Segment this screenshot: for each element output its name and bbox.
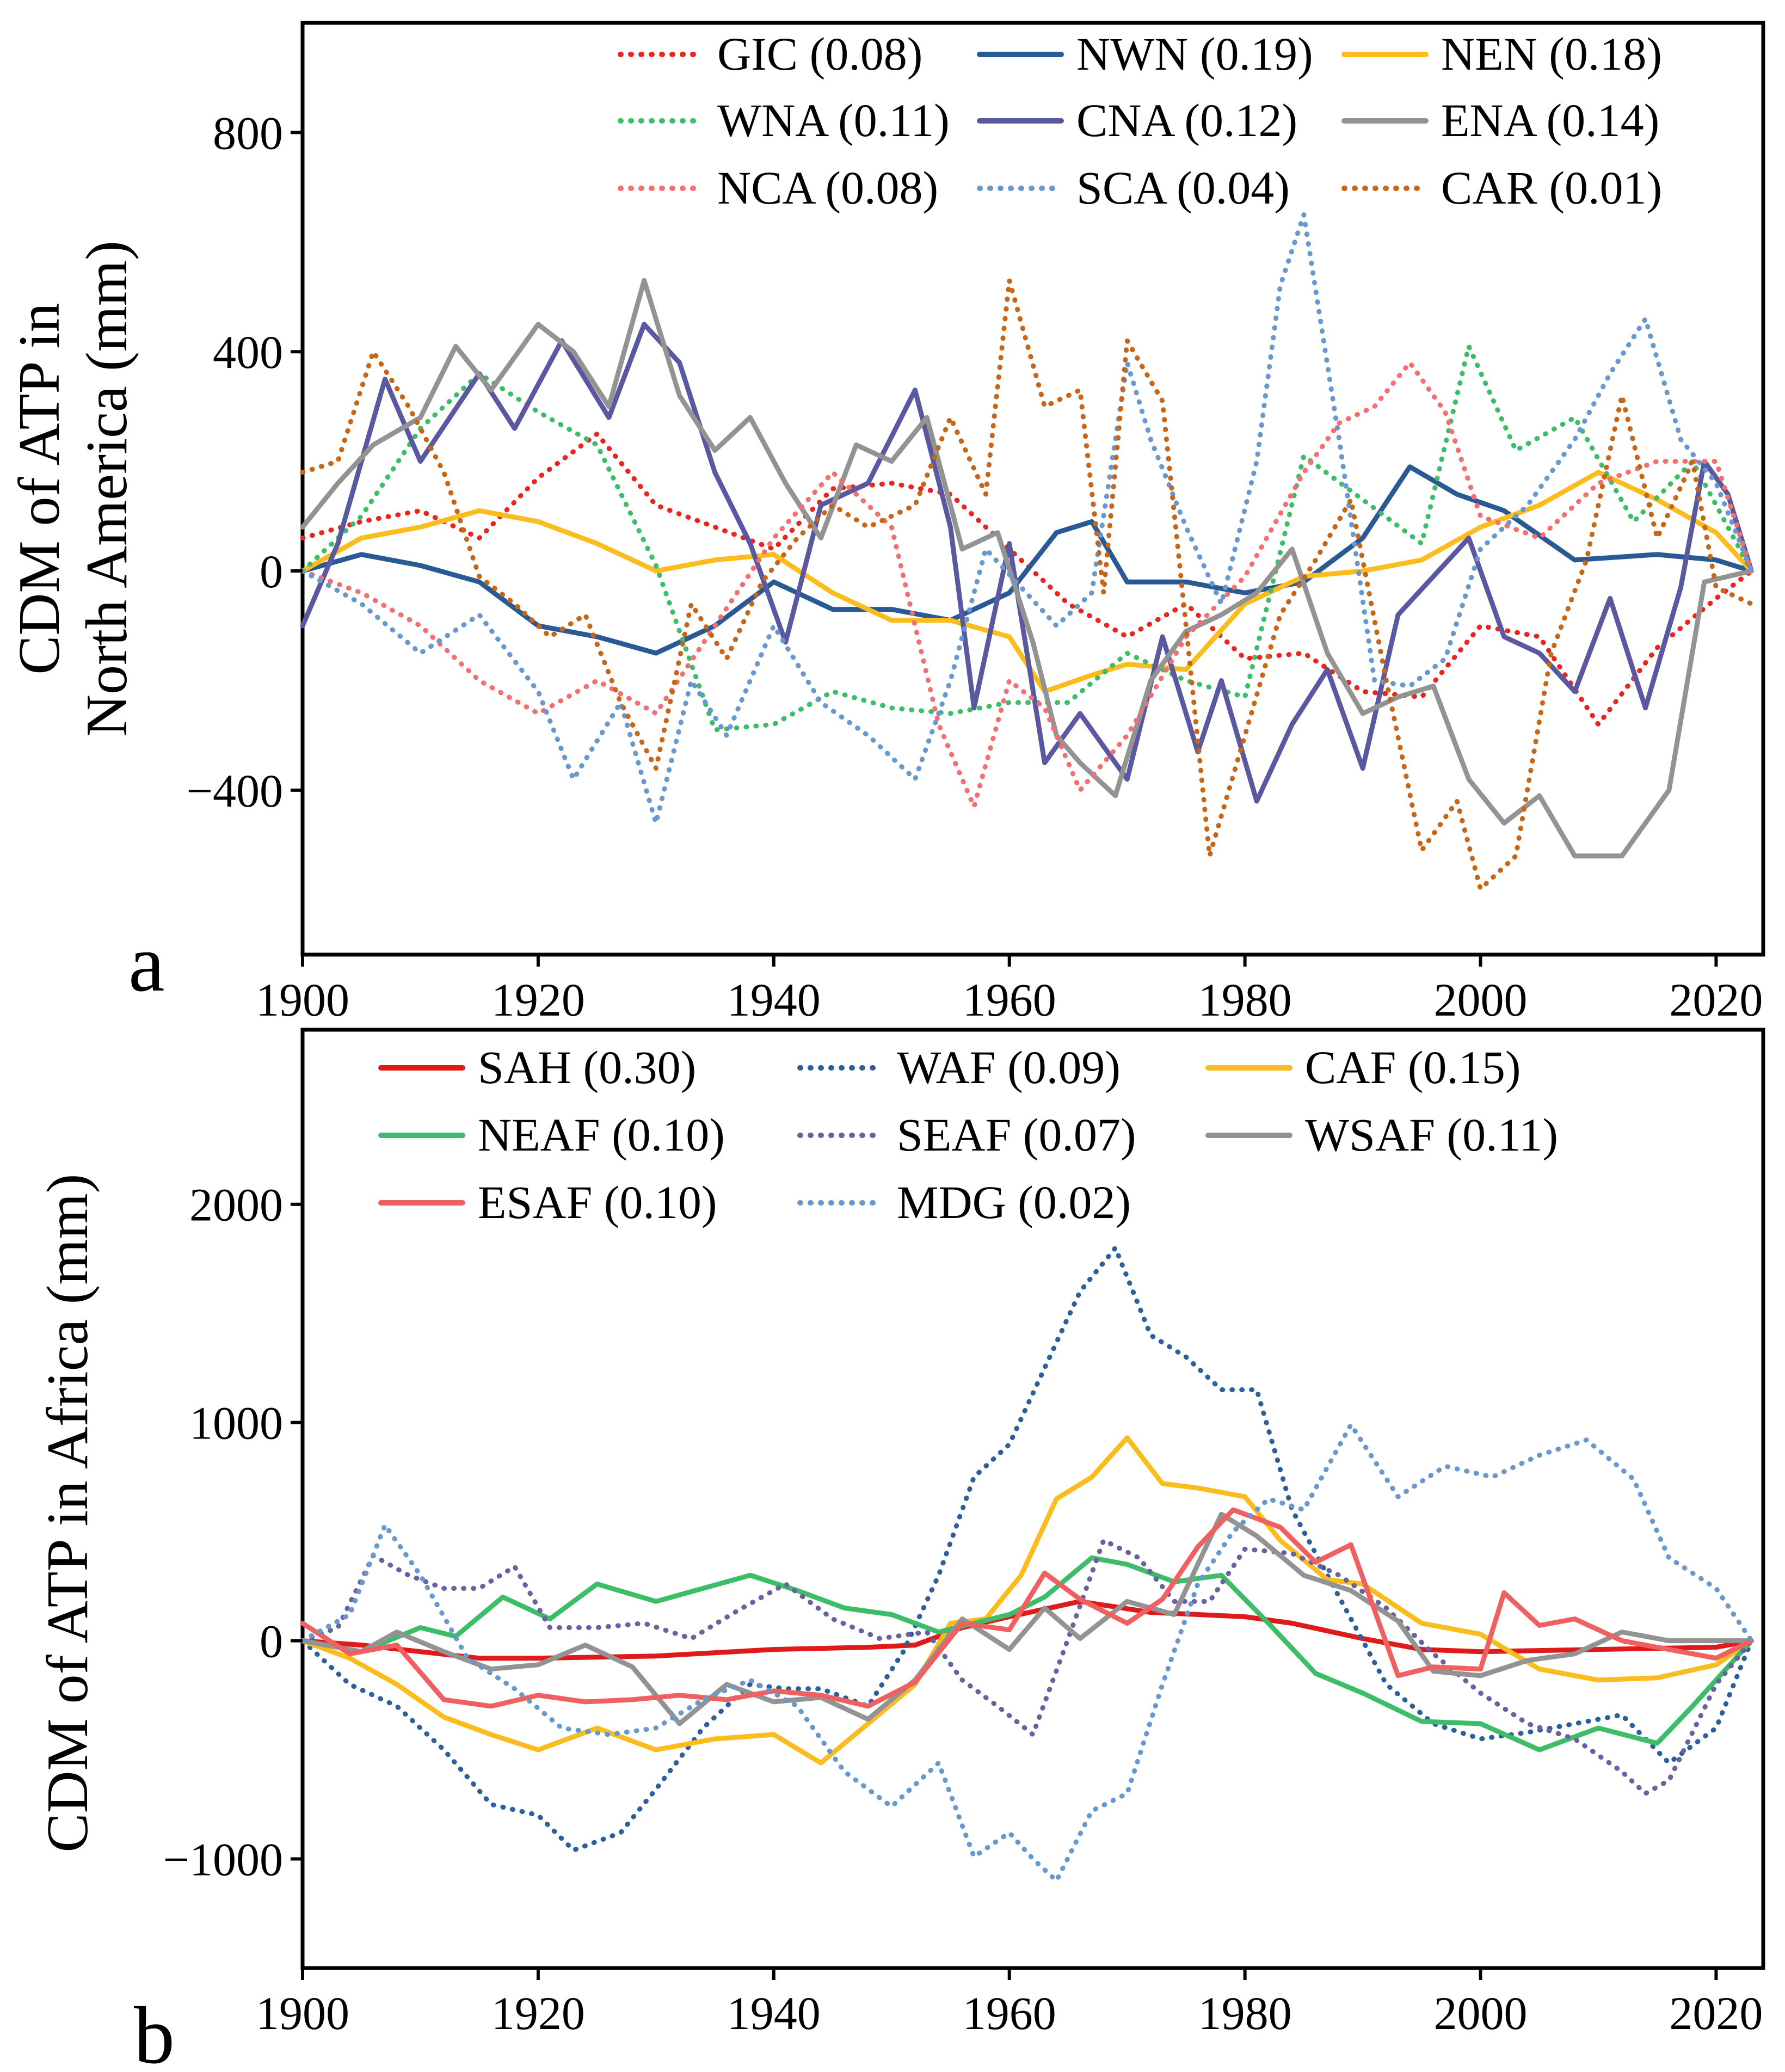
panel-a-ylabel-line-2: North America (mm)	[75, 241, 139, 737]
panel-a-ylabel-line-1: CDM of ATP in	[7, 303, 72, 674]
y-tick-label: 0	[260, 1615, 283, 1668]
x-tick-label: 1960	[963, 1987, 1056, 2039]
series-line-wsaf	[300, 1511, 1754, 1726]
legend-label: CNA (0.12)	[1076, 94, 1297, 146]
y-tick-label: 1000	[189, 1397, 283, 1449]
series-line-cna	[300, 322, 1754, 804]
panel-b-ylabel: CDM of ATP in Africa (mm)	[35, 1174, 100, 1853]
legend-label: SCA (0.04)	[1076, 162, 1290, 214]
series-line-car	[300, 278, 1754, 891]
y-tick-label: 800	[213, 107, 283, 159]
panel-a-frame	[300, 21, 1765, 957]
legend-item-sah: SAH (0.30)	[378, 1041, 696, 1093]
panel-b-legend: SAH (0.30) WAF (0.09) CAF (0.15) NEAF (0.10…	[378, 1041, 1558, 1228]
x-tick-label: 1980	[1198, 974, 1292, 1026]
x-tick-label: 2000	[1434, 1987, 1528, 2039]
panel-a-axes: 1900 1920 1940 1960 1980 2000 2020 −400 0 400 800	[186, 107, 1763, 1026]
legend-label: NEN (0.18)	[1441, 28, 1662, 80]
legend-item-seaf: SEAF (0.07)	[797, 1109, 1136, 1161]
panel-a-letter: a	[128, 918, 165, 1009]
legend-label: ESAF (0.10)	[478, 1176, 717, 1228]
legend-item-nwn: NWN (0.19)	[977, 28, 1313, 80]
legend-item-mdg: MDG (0.02)	[797, 1176, 1131, 1228]
panel-b-letter: b	[134, 1990, 175, 2072]
y-tick-label: 0	[260, 545, 283, 598]
series-line-neaf	[300, 1555, 1754, 1753]
x-tick-label: 1900	[256, 1987, 349, 2039]
series-line-ena	[300, 278, 1754, 859]
legend-item-wsaf: WSAF (0.11)	[1205, 1109, 1558, 1161]
series-line-nwn	[300, 464, 1754, 656]
series-line-seaf	[300, 1538, 1754, 1796]
panel-a-legend: GIC (0.08) NWN (0.19) NEN (0.18) WNA (0.11)…	[618, 28, 1662, 214]
panel-b-frame	[300, 1028, 1765, 1970]
legend-label: NCA (0.08)	[717, 162, 938, 214]
series-line-nca	[300, 360, 1754, 809]
legend-label: SEAF (0.07)	[897, 1109, 1136, 1161]
legend-item-wna: WNA (0.11)	[618, 94, 950, 146]
x-tick-label: 1960	[963, 974, 1056, 1026]
legend-label: CAF (0.15)	[1305, 1041, 1521, 1093]
legend-item-neaf: NEAF (0.10)	[378, 1109, 725, 1161]
legend-label: WAF (0.09)	[897, 1041, 1121, 1093]
legend-item-ena: ENA (0.14)	[1341, 94, 1659, 146]
x-tick-label: 1900	[256, 974, 349, 1026]
y-tick-label: −1000	[163, 1834, 283, 1886]
y-tick-label: 400	[213, 326, 283, 378]
panel-a-series-layer	[300, 212, 1754, 891]
panel-b: 1900 1920 1940 1960 1980 2000 2020 −1000 0 1000 20…	[35, 1028, 1765, 2072]
legend-label: NWN (0.19)	[1076, 28, 1313, 80]
x-tick-label: 2000	[1434, 974, 1528, 1026]
x-tick-label: 1920	[491, 1987, 585, 2039]
legend-item-waf: WAF (0.09)	[797, 1041, 1121, 1093]
y-tick-label: −400	[186, 765, 283, 817]
panel-b-axes: 1900 1920 1940 1960 1980 2000 2020 −1000 0 1000 20…	[163, 1179, 1763, 2039]
legend-item-car: CAR (0.01)	[1341, 162, 1662, 214]
legend-label: SAH (0.30)	[478, 1041, 696, 1093]
legend-label: WNA (0.11)	[717, 94, 950, 146]
legend-item-sca: SCA (0.04)	[977, 162, 1290, 214]
legend-label: CAR (0.01)	[1441, 162, 1662, 214]
panel-a: 1900 1920 1940 1960 1980 2000 2020−4000400800 …	[7, 21, 1765, 1026]
series-line-esaf	[300, 1507, 1754, 1709]
legend-item-esaf: ESAF (0.10)	[378, 1176, 717, 1228]
x-tick-label: 1920	[491, 974, 585, 1026]
legend-item-nca: NCA (0.08)	[618, 162, 938, 214]
legend-item-caf: CAF (0.15)	[1205, 1041, 1521, 1093]
series-line-caf	[300, 1435, 1754, 1766]
x-tick-label: 1940	[727, 1987, 821, 2039]
legend-label: NEAF (0.10)	[478, 1109, 725, 1161]
legend-item-gic: GIC (0.08)	[618, 28, 922, 80]
series-line-mdg	[300, 1422, 1754, 1884]
legend-label: MDG (0.02)	[897, 1176, 1131, 1228]
x-tick-label: 2020	[1669, 1987, 1763, 2039]
x-tick-label: 2020	[1669, 974, 1763, 1026]
x-tick-label: 1980	[1198, 1987, 1292, 2039]
legend-item-cna: CNA (0.12)	[977, 94, 1297, 146]
legend-label: ENA (0.14)	[1441, 94, 1659, 146]
legend-label: GIC (0.08)	[717, 28, 922, 80]
legend-item-nen: NEN (0.18)	[1341, 28, 1662, 80]
panel-b-series-layer	[300, 1245, 1754, 1884]
series-line-gic	[300, 431, 1754, 727]
series-line-sca	[300, 212, 1754, 826]
x-tick-label: 1940	[727, 974, 821, 1026]
legend-label: WSAF (0.11)	[1305, 1109, 1558, 1161]
series-line-waf	[300, 1245, 1754, 1853]
y-tick-label: 2000	[189, 1179, 283, 1231]
